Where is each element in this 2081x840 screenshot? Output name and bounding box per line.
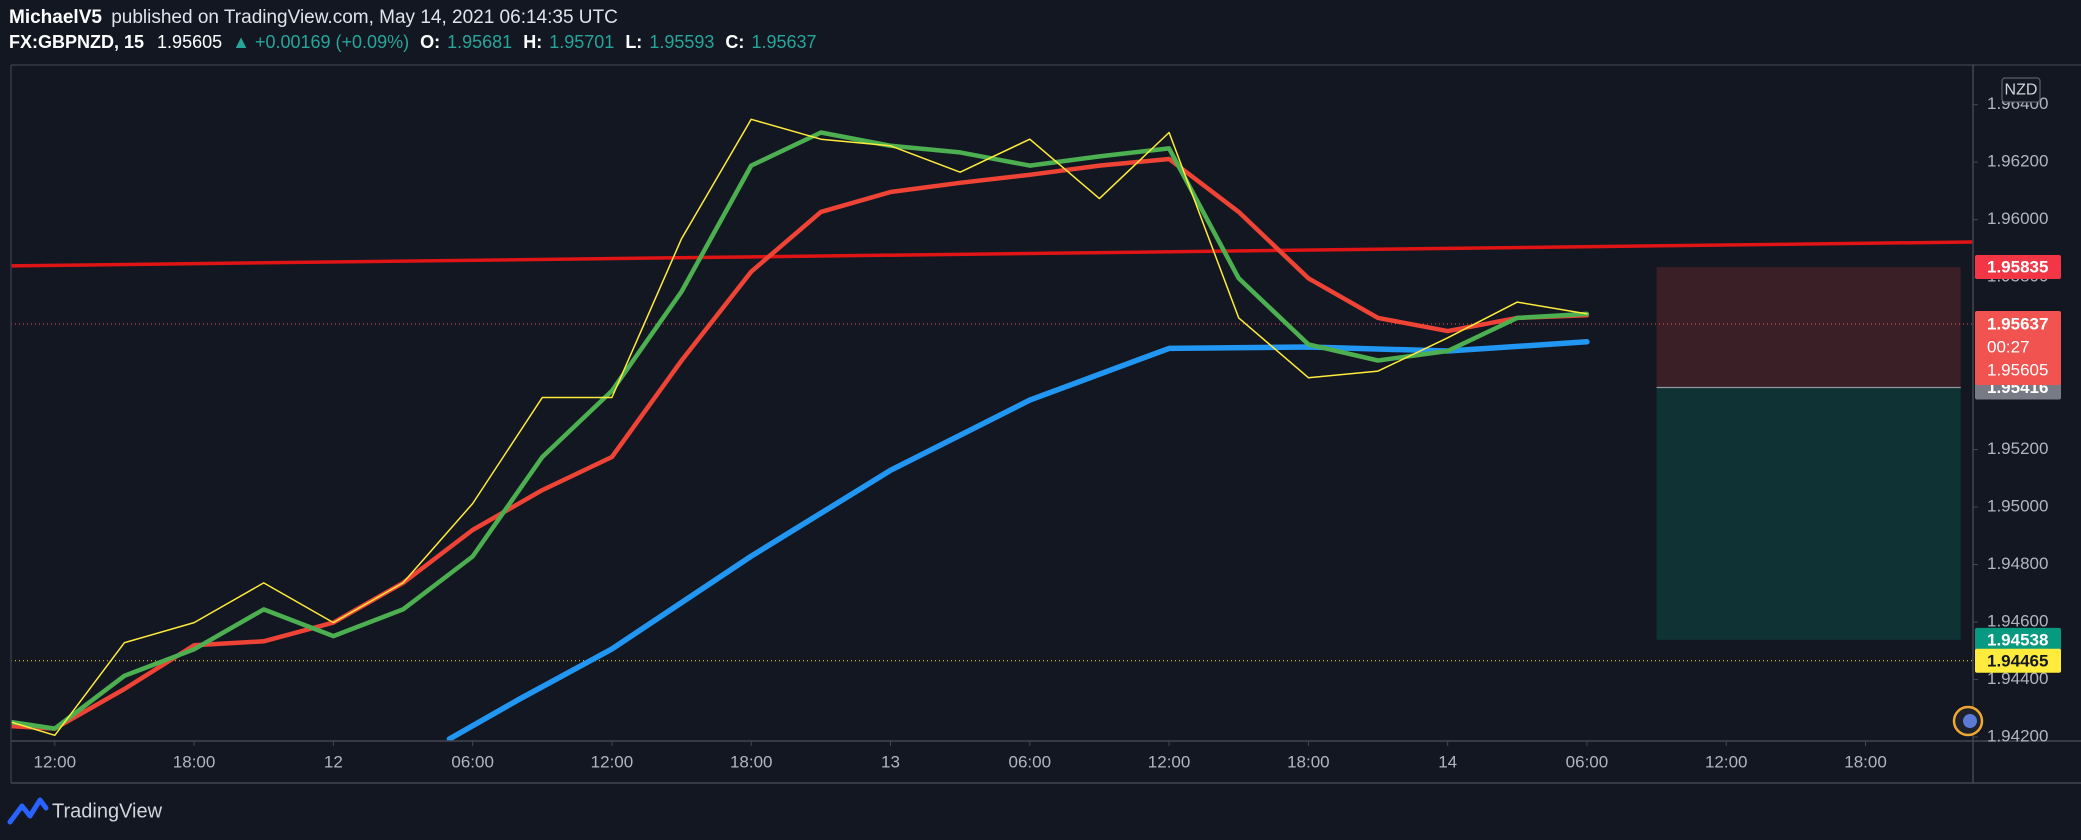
- y-tick-label: 1.94200: [1987, 726, 2048, 745]
- avatar-inner: [1963, 714, 1977, 728]
- x-tick-label: 12:00: [34, 752, 77, 771]
- logo-mark: [7, 797, 49, 825]
- x-tick-label: 12:00: [1148, 752, 1191, 771]
- bar-countdown: 00:27: [1987, 337, 2030, 356]
- moving-average-line: [11, 130, 1590, 731]
- moving-average-line: [446, 339, 1590, 741]
- y-tick-label: 1.95000: [1987, 497, 2048, 516]
- ohlc-label: C:: [725, 32, 744, 52]
- y-tick-label: 1.95200: [1987, 439, 2048, 458]
- x-tick-label: 06:00: [1566, 752, 1609, 771]
- y-tick-label: 1.96200: [1987, 152, 2048, 171]
- price-badges: 1.958351.954161.945381.944651.9563700:27…: [1975, 255, 2061, 673]
- price-badge-label: 1.95835: [1987, 258, 2048, 277]
- x-tick-label: 18:00: [1844, 752, 1887, 771]
- last-price-badge: [1975, 310, 2061, 385]
- target-zone: [1656, 387, 1961, 640]
- x-tick-label: 18:00: [1287, 752, 1330, 771]
- stop-zone: [1656, 267, 1961, 388]
- brand-name: TradingView: [52, 800, 163, 822]
- currency-box[interactable]: [2001, 77, 2041, 103]
- x-tick-label: 18:00: [730, 752, 773, 771]
- currency-label: NZD: [2005, 82, 2038, 99]
- price-badge: [1975, 255, 2061, 280]
- x-tick-label: 18:00: [173, 752, 216, 771]
- y-tick-label: 1.94600: [1987, 611, 2048, 630]
- x-tick-label: 12:00: [591, 752, 634, 771]
- symbol: FX:GBPNZD, 15: [9, 32, 144, 52]
- y-tick-label: 1.94400: [1987, 669, 2048, 688]
- price-change: ▲ +0.00169 (+0.09%): [232, 32, 409, 52]
- author: MichaelV5: [9, 7, 102, 28]
- ohlc-value: 1.95681: [447, 32, 512, 52]
- price-badge: [1975, 627, 2061, 652]
- moving-average-line: [11, 118, 1588, 737]
- ohlc-value: 1.95593: [649, 32, 714, 52]
- last-price: 1.95605: [157, 32, 222, 52]
- published-info: published on TradingView.com, May 14, 20…: [111, 7, 618, 28]
- last-price-label: 1.95637: [1987, 314, 2048, 333]
- price-badge-label: 1.94538: [1987, 630, 2048, 649]
- last-trade-label: 1.95605: [1987, 360, 2048, 379]
- price-badge: [1975, 648, 2061, 673]
- ohlc-label: H:: [523, 32, 542, 52]
- x-tick-label: 14: [1438, 752, 1457, 771]
- moving-average-line: [11, 156, 1590, 731]
- y-tick-label: 1.94800: [1987, 554, 2048, 573]
- symbol-line: FX:GBPNZD, 15 1.95605 ▲ +0.00169 (+0.09%…: [9, 32, 817, 52]
- x-tick-label: 13: [881, 752, 900, 771]
- ohlc-value: 1.95637: [751, 32, 816, 52]
- plot-area: [11, 118, 1973, 741]
- price-badge-label: 1.94465: [1987, 651, 2048, 670]
- trend-line: [11, 240, 1973, 268]
- x-tick-label: 12: [324, 752, 343, 771]
- ohlc-label: L:: [625, 32, 642, 52]
- ohlc-label: O:: [420, 32, 440, 52]
- publish-line: MichaelV5 published on TradingView.com, …: [9, 7, 618, 28]
- x-tick-label: 06:00: [1009, 752, 1052, 771]
- brand-logo[interactable]: TradingView: [7, 797, 163, 825]
- y-tick-label: 1.96000: [1987, 209, 2048, 228]
- x-tick-label: 12:00: [1705, 752, 1748, 771]
- x-tick-label: 06:00: [451, 752, 494, 771]
- ohlc-value: 1.95701: [549, 32, 614, 52]
